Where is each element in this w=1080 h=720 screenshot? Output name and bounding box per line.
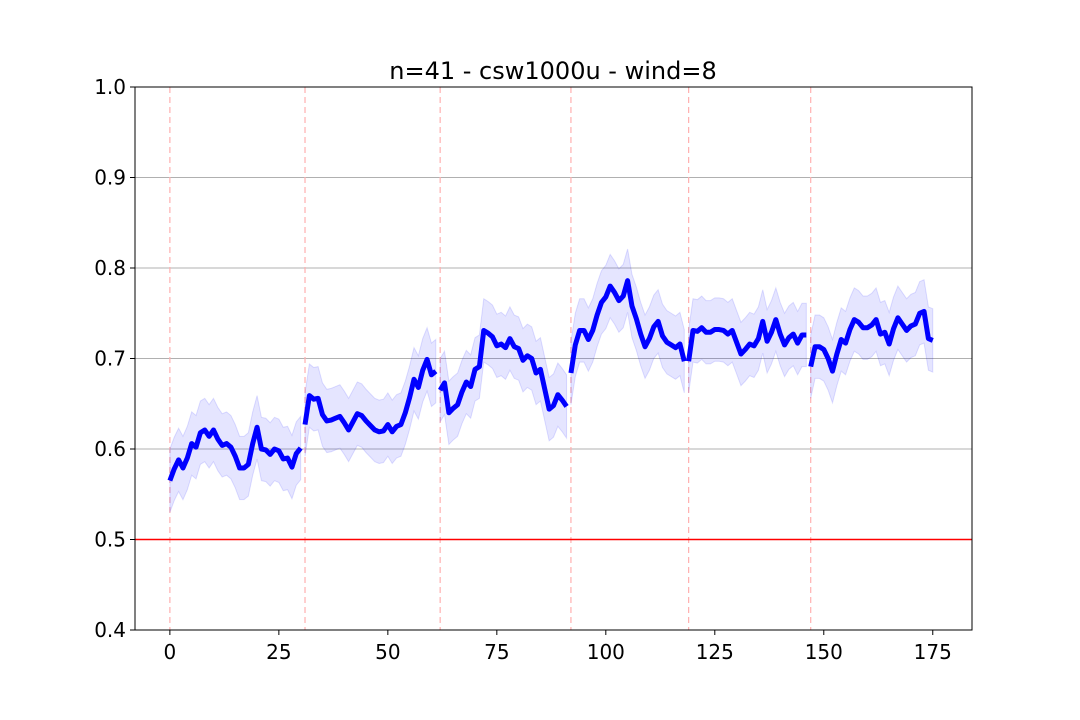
- x-tick-label-5: 125: [696, 640, 734, 664]
- x-tick-label-7: 175: [914, 640, 952, 664]
- series-line-5: [808, 308, 934, 374]
- confidence-band-4: [688, 286, 807, 393]
- x-tick-label-4: 100: [587, 640, 625, 664]
- confidence-band-2: [439, 297, 568, 446]
- confidence-bands: [169, 248, 934, 513]
- y-tick-label-6: 1.0: [94, 75, 126, 99]
- y-tick-label-3: 0.7: [94, 347, 126, 371]
- y-axis-ticks: 0.4 0.5 0.6 0.7 0.8 0.9 1.0: [94, 75, 135, 642]
- series-line-3: [568, 278, 687, 374]
- series-line-1: [302, 356, 438, 435]
- y-tick-label-4: 0.8: [94, 256, 126, 280]
- x-tick-label-6: 150: [805, 640, 843, 664]
- series-line-0: [167, 424, 303, 482]
- y-tick-label-2: 0.6: [94, 437, 126, 461]
- x-axis-ticks: 0 25 50 75 100 125 150 175: [164, 630, 952, 664]
- chart-title: n=41 - csw1000u - wind=8: [389, 57, 716, 85]
- series-line-4: [686, 317, 807, 362]
- confidence-band-3: [570, 248, 685, 405]
- x-tick-label-1: 25: [266, 640, 291, 664]
- series-line-2: [438, 327, 569, 416]
- y-tick-label-0: 0.4: [94, 618, 126, 642]
- y-tick-label-5: 0.9: [94, 166, 126, 190]
- x-tick-label-3: 75: [484, 640, 509, 664]
- y-tick-label-1: 0.5: [94, 528, 126, 552]
- x-tick-label-0: 0: [164, 640, 177, 664]
- x-tick-label-2: 50: [375, 640, 400, 664]
- confidence-band-1: [304, 326, 437, 465]
- series-lines: [167, 278, 934, 482]
- confidence-band-5: [810, 279, 934, 405]
